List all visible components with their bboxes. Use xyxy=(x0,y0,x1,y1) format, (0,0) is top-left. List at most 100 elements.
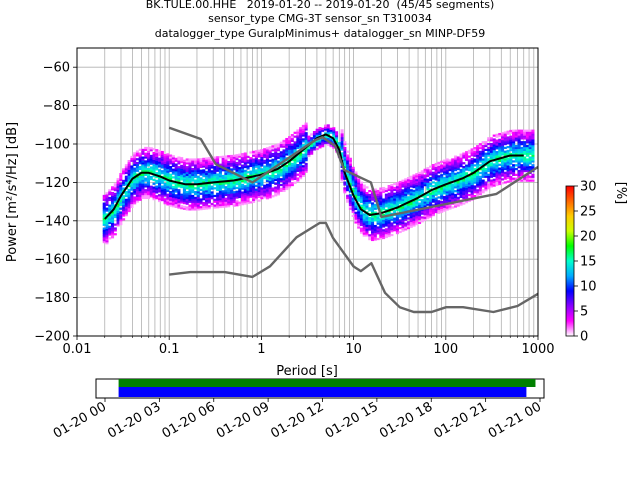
heatmap-cell xyxy=(398,200,402,203)
heatmap-cell xyxy=(116,205,120,208)
heatmap-cell xyxy=(323,140,328,143)
heatmap-cell xyxy=(146,152,151,155)
heatmap-cell xyxy=(243,200,247,203)
heatmap-cell xyxy=(116,185,120,189)
heatmap-cell xyxy=(429,209,433,212)
heatmap-cell xyxy=(398,215,402,218)
heatmap-cell xyxy=(271,189,275,192)
heatmap-cell xyxy=(423,197,427,200)
heatmap-cell xyxy=(509,177,513,181)
heatmap-cell xyxy=(174,203,178,207)
heatmap-cell xyxy=(343,175,347,178)
heatmap-cell xyxy=(171,197,175,200)
heatmap-cell xyxy=(210,187,214,190)
heatmap-cell xyxy=(227,176,231,179)
heatmap-cell xyxy=(174,182,178,185)
heatmap-cell xyxy=(404,195,408,198)
heatmap-cell xyxy=(523,143,527,146)
heatmap-cell xyxy=(523,177,527,180)
heatmap-cell xyxy=(158,171,162,174)
heatmap-cell xyxy=(141,191,145,194)
heatmap-cell xyxy=(357,184,361,187)
heatmap-cell xyxy=(160,166,164,169)
heatmap-cell xyxy=(467,165,471,168)
heatmap-cell xyxy=(279,143,283,146)
heatmap-cell xyxy=(359,216,364,219)
heatmap-cell xyxy=(108,214,112,217)
heatmap-cell xyxy=(116,208,120,212)
heatmap-cell xyxy=(163,184,167,187)
heatmap-cell xyxy=(301,161,305,164)
heatmap-cell xyxy=(193,166,198,169)
heatmap-cell xyxy=(412,216,416,219)
heatmap-cell xyxy=(531,166,535,169)
heatmap-cell xyxy=(401,200,405,203)
heatmap-cell xyxy=(442,190,446,193)
heatmap-cell xyxy=(202,194,206,197)
heatmap-cell xyxy=(243,173,247,176)
heatmap-cell xyxy=(415,173,419,176)
heatmap-cell xyxy=(487,142,491,146)
heatmap-cell xyxy=(420,212,424,215)
heatmap-cell xyxy=(418,216,422,219)
heatmap-cell xyxy=(437,209,441,213)
heatmap-cell xyxy=(395,218,399,221)
heatmap-cell xyxy=(122,195,126,198)
heatmap-cell xyxy=(473,148,477,152)
heatmap-cell xyxy=(252,166,256,169)
heatmap-cell xyxy=(437,211,441,214)
heatmap-cell xyxy=(216,175,220,178)
heatmap-cell xyxy=(304,126,308,129)
heatmap-cell xyxy=(440,189,444,192)
heatmap-cell xyxy=(174,201,178,205)
heatmap-cell xyxy=(257,163,261,166)
heatmap-cell xyxy=(387,206,391,209)
heatmap-cell xyxy=(177,198,181,201)
heatmap-cell xyxy=(196,208,200,211)
heatmap-cell xyxy=(221,174,225,178)
heatmap-cell xyxy=(177,206,181,209)
heatmap-cell xyxy=(227,160,231,164)
heatmap-cell xyxy=(257,166,261,170)
heatmap-cell xyxy=(357,218,361,221)
heatmap-cell xyxy=(418,179,422,182)
heatmap-cell xyxy=(373,219,377,222)
heatmap-cell xyxy=(470,161,474,165)
heatmap-cell xyxy=(401,198,405,202)
heatmap-cell xyxy=(492,140,496,143)
heatmap-cell xyxy=(133,188,137,191)
heatmap-cell xyxy=(390,203,394,206)
heatmap-cell xyxy=(429,215,433,218)
heatmap-cell xyxy=(365,197,369,201)
heatmap-cell xyxy=(155,189,159,192)
heatmap-cell xyxy=(282,187,286,191)
series-lines xyxy=(104,126,538,314)
heatmap-cell xyxy=(108,218,112,221)
heatmap-cell xyxy=(285,170,289,173)
heatmap-cell xyxy=(379,197,383,200)
heatmap-cell xyxy=(166,195,170,198)
heatmap-cell xyxy=(285,147,289,150)
heatmap-cell xyxy=(193,191,198,194)
heatmap-cell xyxy=(395,183,399,187)
heatmap-cell xyxy=(149,156,153,160)
heatmap-cell xyxy=(180,176,184,179)
heatmap-cell xyxy=(177,173,181,176)
heatmap-cell xyxy=(293,158,297,161)
heatmap-cell xyxy=(528,175,532,178)
heatmap-cell xyxy=(152,169,156,172)
heatmap-cell xyxy=(163,165,167,168)
heatmap-cell xyxy=(453,199,458,202)
heatmap-cell xyxy=(202,169,206,172)
heatmap-cell xyxy=(357,222,361,225)
heatmap-cell xyxy=(371,194,375,197)
heatmap-cell xyxy=(514,137,518,140)
heatmap-cell xyxy=(105,217,109,220)
heatmap-cell xyxy=(404,209,408,212)
heatmap-cell xyxy=(357,214,361,218)
heatmap-cell xyxy=(149,170,153,173)
heatmap-cell xyxy=(160,198,164,202)
heatmap-cell xyxy=(174,196,178,199)
heatmap-cell xyxy=(105,228,109,231)
heatmap-cell xyxy=(525,148,529,152)
